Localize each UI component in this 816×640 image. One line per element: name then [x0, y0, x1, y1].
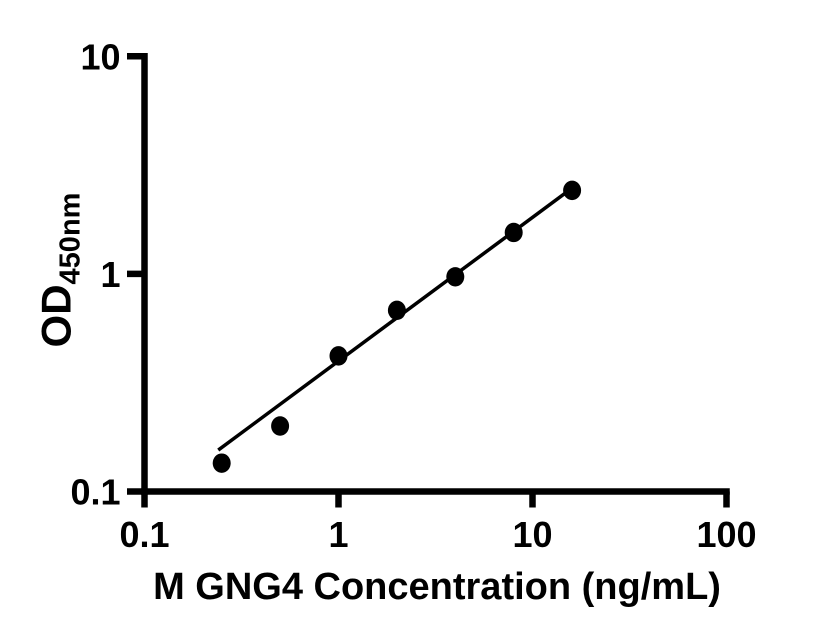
y-axis-title-subscript: 450nm [54, 192, 87, 285]
y-axis-title: OD450nm [33, 193, 88, 348]
y-axis-title-main: OD [32, 284, 80, 348]
y-tick-label: 0.1 [70, 472, 120, 513]
x-axis-title: M GNG4 Concentration (ng/mL) [153, 566, 721, 608]
data-point [329, 346, 348, 366]
x-tick-label: 0.1 [119, 514, 169, 555]
x-tick-label: 100 [696, 514, 756, 555]
data-point [212, 453, 231, 473]
data-point [504, 222, 523, 243]
y-tick-label: 1 [100, 254, 120, 295]
data-point [446, 267, 465, 287]
data-point [271, 416, 290, 436]
x-tick-label: 1 [328, 514, 348, 555]
data-point [387, 300, 406, 321]
x-tick-label: 10 [512, 514, 552, 555]
data-point [563, 180, 582, 201]
y-tick-label: 10 [80, 36, 120, 77]
